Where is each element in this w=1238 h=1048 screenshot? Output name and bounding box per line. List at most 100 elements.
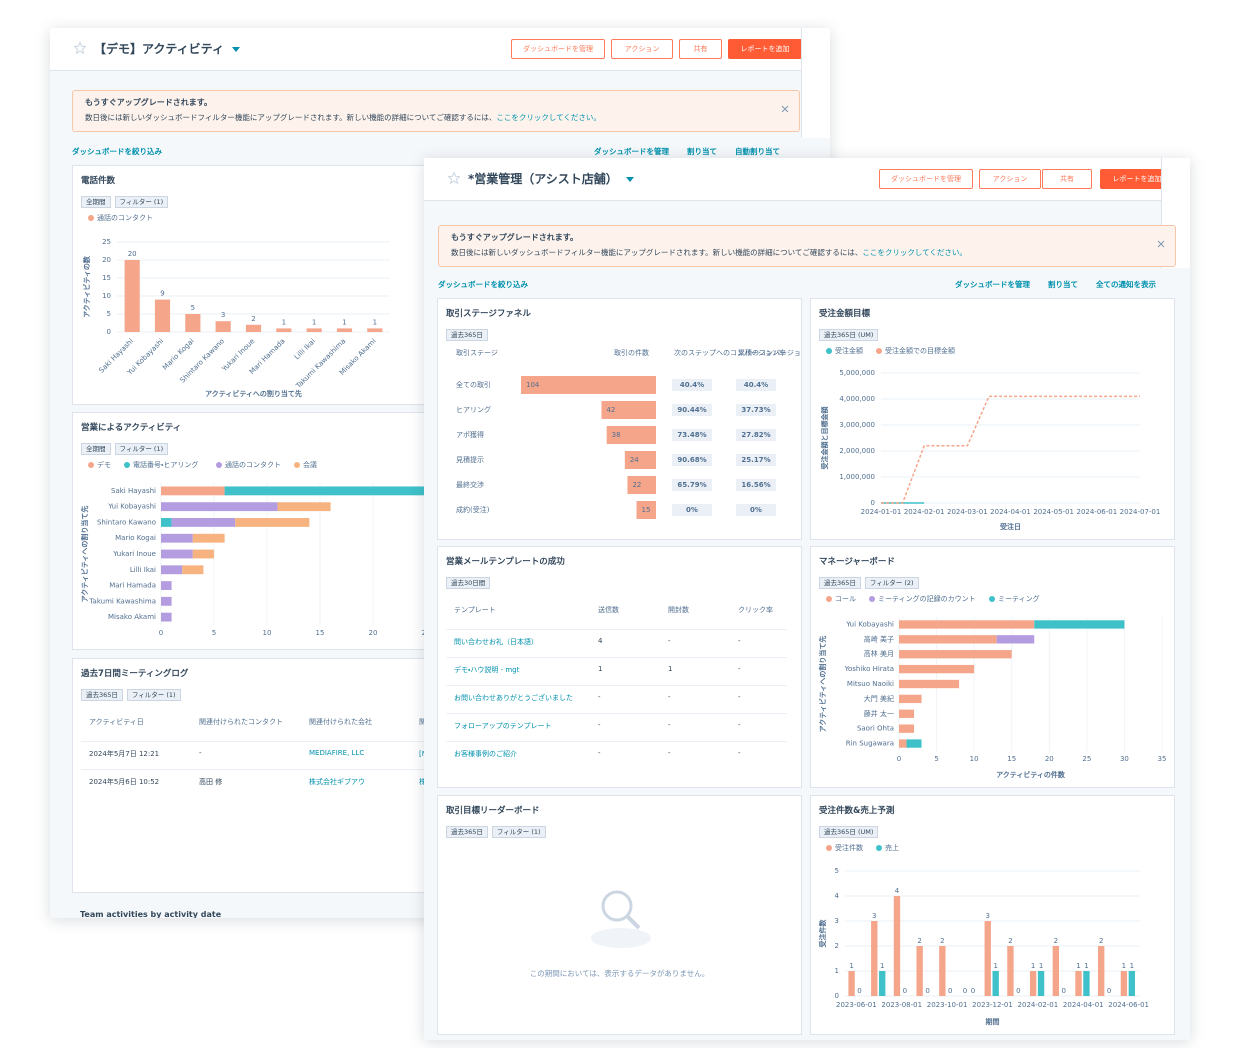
x-tick-label: 2023-08-01 bbox=[881, 1001, 922, 1009]
banner-link[interactable]: ここをクリックしてください。 bbox=[496, 113, 601, 122]
tag: フィルター (1) bbox=[114, 443, 169, 455]
data-label: 2 bbox=[1054, 937, 1058, 945]
data-label: 1 bbox=[880, 962, 884, 970]
bar bbox=[1120, 971, 1128, 996]
button[interactable]: アクション bbox=[611, 39, 673, 59]
empty-icon bbox=[590, 890, 651, 948]
bar bbox=[306, 328, 322, 332]
card: 取引目標リーダーボード 過去365日 フィルター (1) この期間においては、表示する… bbox=[437, 795, 802, 1035]
bar bbox=[1075, 971, 1082, 996]
bar-segment bbox=[192, 533, 225, 543]
y-tick-label: 3,000,000 bbox=[839, 421, 875, 429]
y-tick-label: 0 bbox=[107, 328, 111, 336]
bar-label: 22 bbox=[632, 481, 641, 489]
data-label: 1 bbox=[342, 318, 346, 326]
y-tick-label: Misako Akami bbox=[108, 613, 156, 621]
button[interactable]: 共有 bbox=[1042, 169, 1092, 189]
button[interactable]: 共有 bbox=[679, 39, 722, 59]
data-label: 1 bbox=[373, 318, 377, 326]
y-tick-label: Takumi Kawashima bbox=[88, 597, 156, 605]
dashboard-title[interactable]: 【デモ】アクティビティ bbox=[94, 40, 240, 57]
bar-label: 15 bbox=[642, 506, 651, 514]
banner-link[interactable]: ここをクリックしてください。 bbox=[862, 248, 967, 257]
y-tick-label: 10 bbox=[102, 292, 111, 300]
close-icon[interactable] bbox=[1157, 240, 1165, 248]
next-rate: 73.48% bbox=[677, 431, 706, 439]
cumulative-rate: 40.4% bbox=[744, 381, 768, 389]
action-link[interactable]: 割り当て bbox=[687, 147, 717, 156]
y-axis-label: 受注件数 bbox=[818, 919, 827, 948]
dashboard-front: *営業管理（アシスト店舗） ダッシュボードを管理 アクション 共有 レポートを追加 もうす… bbox=[424, 158, 1190, 1040]
bar bbox=[154, 299, 171, 332]
tag: 過去365日 bbox=[819, 577, 861, 589]
pill bbox=[672, 504, 712, 516]
star-icon[interactable] bbox=[448, 172, 460, 184]
chart: 受注金額 受注金額での目標金額 0 1,000,000 2,000,000 3,000,0… bbox=[820, 346, 1160, 531]
legend-dot bbox=[826, 845, 832, 851]
y-tick-label: 20 bbox=[102, 256, 111, 264]
stage-label: アポ獲得 bbox=[456, 430, 484, 439]
table-cell: - bbox=[598, 749, 601, 757]
legend-dot bbox=[88, 462, 94, 468]
button[interactable]: ダッシュボードを管理 bbox=[879, 169, 973, 189]
next-rate: 0% bbox=[686, 506, 698, 514]
button[interactable]: アクション bbox=[979, 169, 1041, 189]
row-divider bbox=[446, 629, 787, 630]
bar-segment bbox=[899, 635, 997, 644]
header: 【デモ】アクティビティ ダッシュボードを管理 アクション 共有 レポートを追加 bbox=[50, 28, 830, 71]
filter-toggle[interactable]: ダッシュボードを絞り込み bbox=[72, 147, 162, 156]
bar-label: 42 bbox=[606, 406, 615, 414]
close bbox=[781, 105, 789, 113]
bar-segment bbox=[161, 565, 183, 575]
action-link[interactable]: ダッシュボードを管理 bbox=[594, 147, 669, 156]
bar-segment bbox=[161, 581, 172, 590]
action-link[interactable]: 全ての通知を表示 bbox=[1096, 280, 1156, 289]
row-divider bbox=[446, 685, 787, 686]
card-title: 営業メールテンプレートの成功 bbox=[446, 557, 565, 567]
action-link[interactable]: 自動割り当て bbox=[735, 147, 780, 156]
card: 取引ステージファネル 過去365日 取引ステージ 取引の件数 次のステップへのコンバージ… bbox=[437, 298, 802, 540]
button[interactable]: ダッシュボードを管理 bbox=[511, 39, 605, 59]
y-tick-label: Yui Kobayashi bbox=[107, 503, 156, 511]
data-label: 1 bbox=[312, 318, 316, 326]
table-cell: フォローアップのテンプレート bbox=[454, 722, 552, 730]
next-rate: 90.68% bbox=[677, 456, 706, 464]
star-icon[interactable] bbox=[74, 42, 86, 54]
tag: 過去365日 bbox=[81, 689, 123, 701]
table-cell: デモ・ハウ説明 - mgt bbox=[454, 666, 520, 674]
data-label: 3 bbox=[872, 912, 876, 920]
dashboard-title[interactable]: *営業管理（アシスト店舗） bbox=[468, 170, 634, 187]
funnel-bar bbox=[636, 501, 656, 519]
button[interactable]: レポートを追加 bbox=[728, 39, 802, 59]
table-cell: - bbox=[668, 721, 671, 729]
cumulative-rate: 16.56% bbox=[741, 481, 770, 489]
legend-label: コール bbox=[835, 595, 856, 603]
bar bbox=[1029, 971, 1037, 996]
filter-toggle[interactable]: ダッシュボードを絞り込み bbox=[438, 280, 528, 289]
action-link[interactable]: 割り当て bbox=[1048, 280, 1078, 289]
bar bbox=[1007, 946, 1014, 996]
actions: ダッシュボードを管理 割り当て 全ての通知を表示 bbox=[937, 279, 1156, 290]
x-tick-label: 2024-03-01 bbox=[947, 508, 988, 516]
x-tick-label: 2024-05-01 bbox=[1033, 508, 1074, 516]
action-link[interactable]: ダッシュボードを管理 bbox=[955, 280, 1030, 289]
table-cell: 2024年5月6日 10:52 bbox=[89, 778, 160, 786]
banner: もうすぐアップグレードされます。 数日後には新しいダッシュボードフィルター機能にア… bbox=[72, 90, 800, 132]
x-tick-label: 2023-10-01 bbox=[927, 1001, 968, 1009]
legend-label: 受注金額での目標金額 bbox=[885, 346, 955, 355]
funnel-bar bbox=[521, 376, 656, 394]
tags: 全期間 フィルター (1) bbox=[81, 436, 172, 455]
legend-label: 売上 bbox=[885, 843, 899, 852]
data-label: 5 bbox=[191, 304, 195, 312]
title-text: *営業管理（アシスト店舗） bbox=[468, 172, 618, 186]
data-label: 0 bbox=[903, 987, 907, 995]
legend-dot bbox=[216, 462, 222, 468]
bar bbox=[879, 971, 886, 996]
star bbox=[74, 42, 86, 54]
close-icon[interactable] bbox=[781, 105, 789, 113]
legend-label: 電話番号・ヒアリング bbox=[133, 460, 198, 469]
table-cell: - bbox=[738, 693, 741, 701]
x-tick-label: 35 bbox=[1158, 755, 1167, 763]
y-tick-label: 0 bbox=[871, 499, 875, 507]
